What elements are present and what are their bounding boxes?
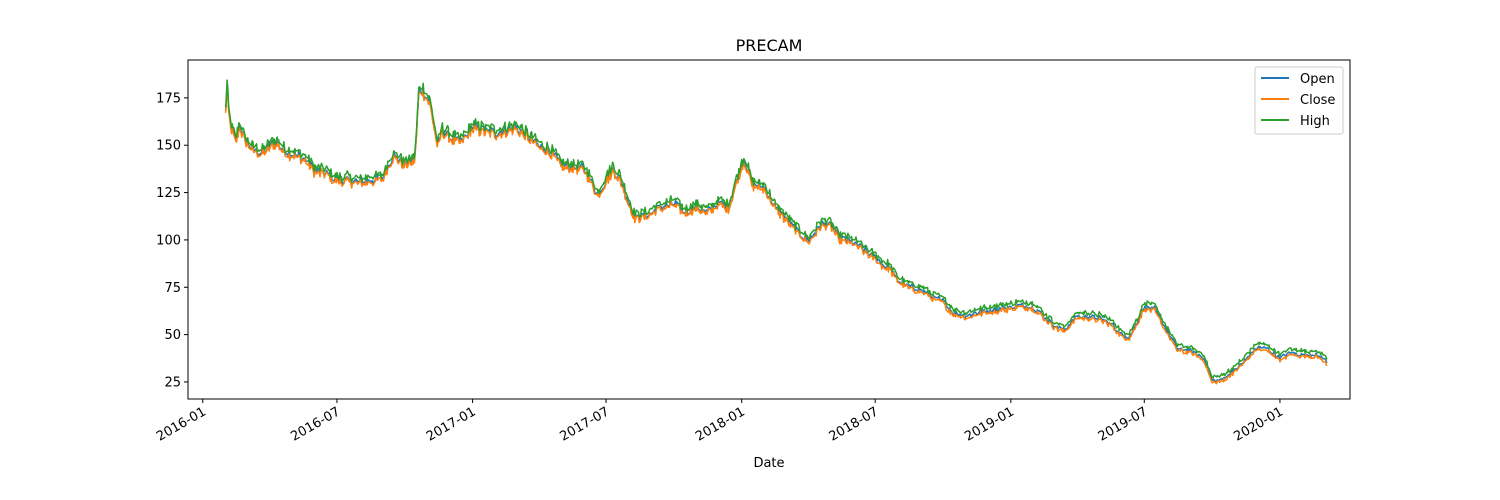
x-tick-label: 2016-07 [288, 404, 343, 444]
x-tick-label: 2018-01 [693, 404, 748, 444]
y-tick-label: 100 [156, 233, 181, 248]
y-tick-label: 175 [156, 91, 181, 106]
legend-label-high: High [1300, 114, 1330, 129]
legend-box [1254, 66, 1344, 135]
x-axis-label: Date [753, 456, 784, 471]
legend: Open Close High [1254, 66, 1344, 135]
series-layer [224, 79, 1328, 385]
y-tick-label: 125 [156, 186, 181, 201]
legend-label-close: Close [1300, 93, 1335, 108]
series-line-close [224, 84, 1328, 385]
x-tick-label: 2017-01 [424, 404, 479, 444]
y-tick-label: 75 [164, 281, 181, 296]
plot-background [188, 60, 1350, 399]
x-tick-label: 2020-01 [1231, 404, 1286, 444]
series-line-high [224, 79, 1328, 379]
legend-label-open: Open [1300, 72, 1335, 87]
y-tick-label: 150 [156, 139, 181, 154]
x-tick-label: 2018-07 [827, 404, 882, 444]
y-axis: 25 50 75 100 125 150 175 [156, 91, 188, 390]
x-tick-label: 2016-01 [154, 404, 209, 444]
x-tick-label: 2019-07 [1096, 404, 1151, 444]
chart-title: PRECAM [736, 36, 803, 55]
y-tick-label: 50 [164, 328, 181, 343]
x-tick-label: 2017-07 [558, 404, 613, 444]
x-axis: 2016-01 2016-07 2017-01 2017-07 2018-01 2018-… [154, 399, 1286, 445]
y-tick-label: 25 [164, 375, 181, 390]
plot-frame [187, 59, 1351, 400]
x-tick-label: 2019-01 [962, 404, 1017, 444]
